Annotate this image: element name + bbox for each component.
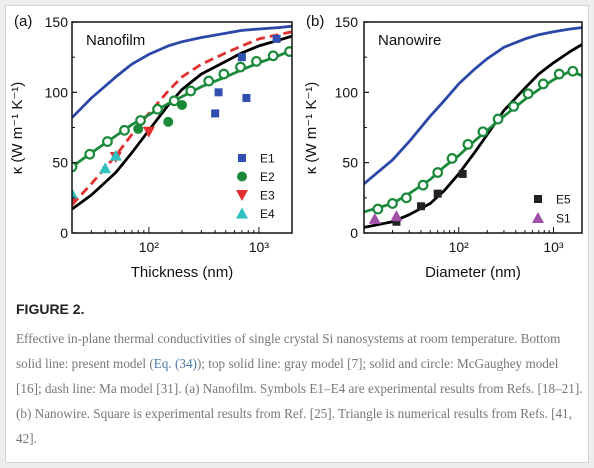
point-e2 bbox=[133, 123, 144, 134]
marker-mcgaughey bbox=[235, 61, 246, 73]
marker-mcgaughey bbox=[462, 138, 474, 150]
marker-mcgaughey bbox=[152, 103, 163, 115]
y-axis-label: κ (W m⁻¹ K⁻¹) bbox=[9, 82, 26, 174]
marker-mcgaughey bbox=[432, 167, 444, 178]
marker-mcgaughey bbox=[553, 68, 565, 80]
figure-label: FIGURE 2. bbox=[16, 301, 85, 317]
chart-panel-a: 0 50 100 150 10² 10³ Thickness (nm) κ (W m⁻¹ K⁻… bbox=[9, 13, 293, 281]
point-e3 bbox=[142, 126, 155, 138]
point-e1 bbox=[272, 34, 281, 43]
point-e4 bbox=[72, 187, 78, 199]
point-e2 bbox=[163, 116, 174, 127]
y-tick-label: 100 bbox=[45, 84, 69, 100]
marker-mcgaughey bbox=[417, 179, 429, 191]
legend-label: E2 bbox=[260, 170, 275, 184]
marker-mcgaughey bbox=[119, 124, 130, 136]
point-s1 bbox=[390, 210, 403, 222]
point-s1 bbox=[368, 212, 381, 224]
marker-mcgaughey bbox=[251, 55, 262, 67]
inset-title: Nanofilm bbox=[86, 32, 145, 49]
marker-mcgaughey bbox=[522, 88, 534, 100]
marker-mcgaughey bbox=[203, 75, 215, 87]
marker-mcgaughey bbox=[84, 148, 96, 160]
marker-mcgaughey bbox=[185, 85, 197, 97]
legend-label: E3 bbox=[260, 189, 275, 203]
legend-label: E4 bbox=[260, 207, 275, 221]
x-tick-label: 10² bbox=[449, 239, 470, 255]
marker-mcgaughey bbox=[477, 126, 489, 138]
y-tick-label: 50 bbox=[52, 155, 68, 171]
legend-marker-e3 bbox=[236, 190, 248, 201]
legend-marker-e2 bbox=[237, 171, 247, 182]
legend-label: E5 bbox=[556, 193, 571, 207]
legend-marker-e1 bbox=[238, 154, 246, 162]
y-axis-label: κ (W m⁻¹ K⁻¹) bbox=[303, 82, 320, 174]
point-e1 bbox=[211, 109, 220, 118]
inset-title: Nanowire bbox=[378, 32, 441, 49]
marker-mcgaughey bbox=[135, 115, 146, 126]
marker-mcgaughey bbox=[492, 113, 504, 125]
legend-marker-e4 bbox=[236, 207, 248, 219]
point-e5 bbox=[392, 217, 401, 226]
line-present bbox=[72, 34, 292, 211]
panel-label: (a) bbox=[14, 13, 32, 30]
point-e5 bbox=[417, 202, 426, 211]
marker-mcgaughey bbox=[387, 198, 398, 209]
line-gray bbox=[364, 26, 582, 185]
x-tick-label: 10² bbox=[139, 239, 160, 255]
point-e5 bbox=[458, 169, 467, 178]
point-e1 bbox=[237, 53, 246, 62]
y-tick-label: 0 bbox=[350, 225, 358, 241]
figure-plots: 0 50 100 150 10² 10³ Thickness (nm) κ (W m⁻¹ K⁻… bbox=[9, 13, 583, 281]
y-tick-label: 0 bbox=[60, 225, 68, 241]
marker-mcgaughey bbox=[218, 68, 230, 80]
plot-area bbox=[364, 26, 582, 229]
point-e4 bbox=[99, 162, 112, 174]
y-tick-label: 150 bbox=[335, 14, 359, 30]
point-e1 bbox=[242, 93, 251, 102]
point-e3 bbox=[72, 197, 78, 209]
marker-mcgaughey bbox=[168, 95, 180, 107]
legend-label: S1 bbox=[556, 212, 571, 226]
y-tick-label: 100 bbox=[335, 84, 359, 100]
marker-mcgaughey bbox=[102, 136, 113, 147]
x-axis-label: Diameter (nm) bbox=[425, 264, 521, 281]
marker-mcgaughey bbox=[284, 46, 292, 57]
point-e5 bbox=[433, 189, 442, 198]
marker-mcgaughey bbox=[267, 50, 279, 62]
y-tick-label: 150 bbox=[45, 14, 69, 30]
line-gray bbox=[72, 24, 292, 119]
caption-part2: ); top solid line: gray model [7]; solid… bbox=[16, 356, 583, 446]
marker-mcgaughey bbox=[537, 78, 549, 90]
marker-mcgaughey bbox=[400, 192, 412, 204]
legend-marker-e5 bbox=[534, 195, 542, 203]
marker-mcgaughey bbox=[446, 153, 458, 164]
figure-caption: Effective in-plane thermal conductivitie… bbox=[16, 326, 586, 451]
marker-mcgaughey bbox=[508, 100, 520, 112]
legend-marker-s1 bbox=[532, 212, 544, 223]
y-tick-label: 50 bbox=[342, 155, 358, 171]
point-e1 bbox=[214, 88, 223, 97]
legend-label: E1 bbox=[260, 152, 275, 166]
caption-part1: Effective in-plane thermal conductivitie… bbox=[16, 331, 561, 371]
x-tick-label: 10³ bbox=[543, 239, 564, 255]
point-e2 bbox=[177, 99, 187, 110]
plot-frame bbox=[71, 21, 293, 234]
point-e4 bbox=[109, 149, 122, 161]
plot-area bbox=[72, 24, 292, 211]
panel-label: (b) bbox=[306, 13, 324, 30]
line-mcgaughey bbox=[364, 69, 582, 214]
marker-mcgaughey bbox=[372, 203, 384, 215]
marker-mcgaughey bbox=[567, 65, 579, 77]
line-present bbox=[364, 43, 582, 229]
x-axis-label: Thickness (nm) bbox=[131, 264, 234, 281]
chart-panel-b: 0 50 100 150 10² 10³ Diameter (nm) κ (W m⁻¹ K⁻¹… bbox=[303, 13, 583, 281]
caption-equation-link[interactable]: Eq. (34) bbox=[153, 356, 197, 371]
figure-container: 0 50 100 150 10² 10³ Thickness (nm) κ (W m⁻¹ K⁻… bbox=[5, 5, 589, 463]
line-ma bbox=[72, 30, 292, 206]
x-tick-label: 10³ bbox=[249, 239, 270, 255]
